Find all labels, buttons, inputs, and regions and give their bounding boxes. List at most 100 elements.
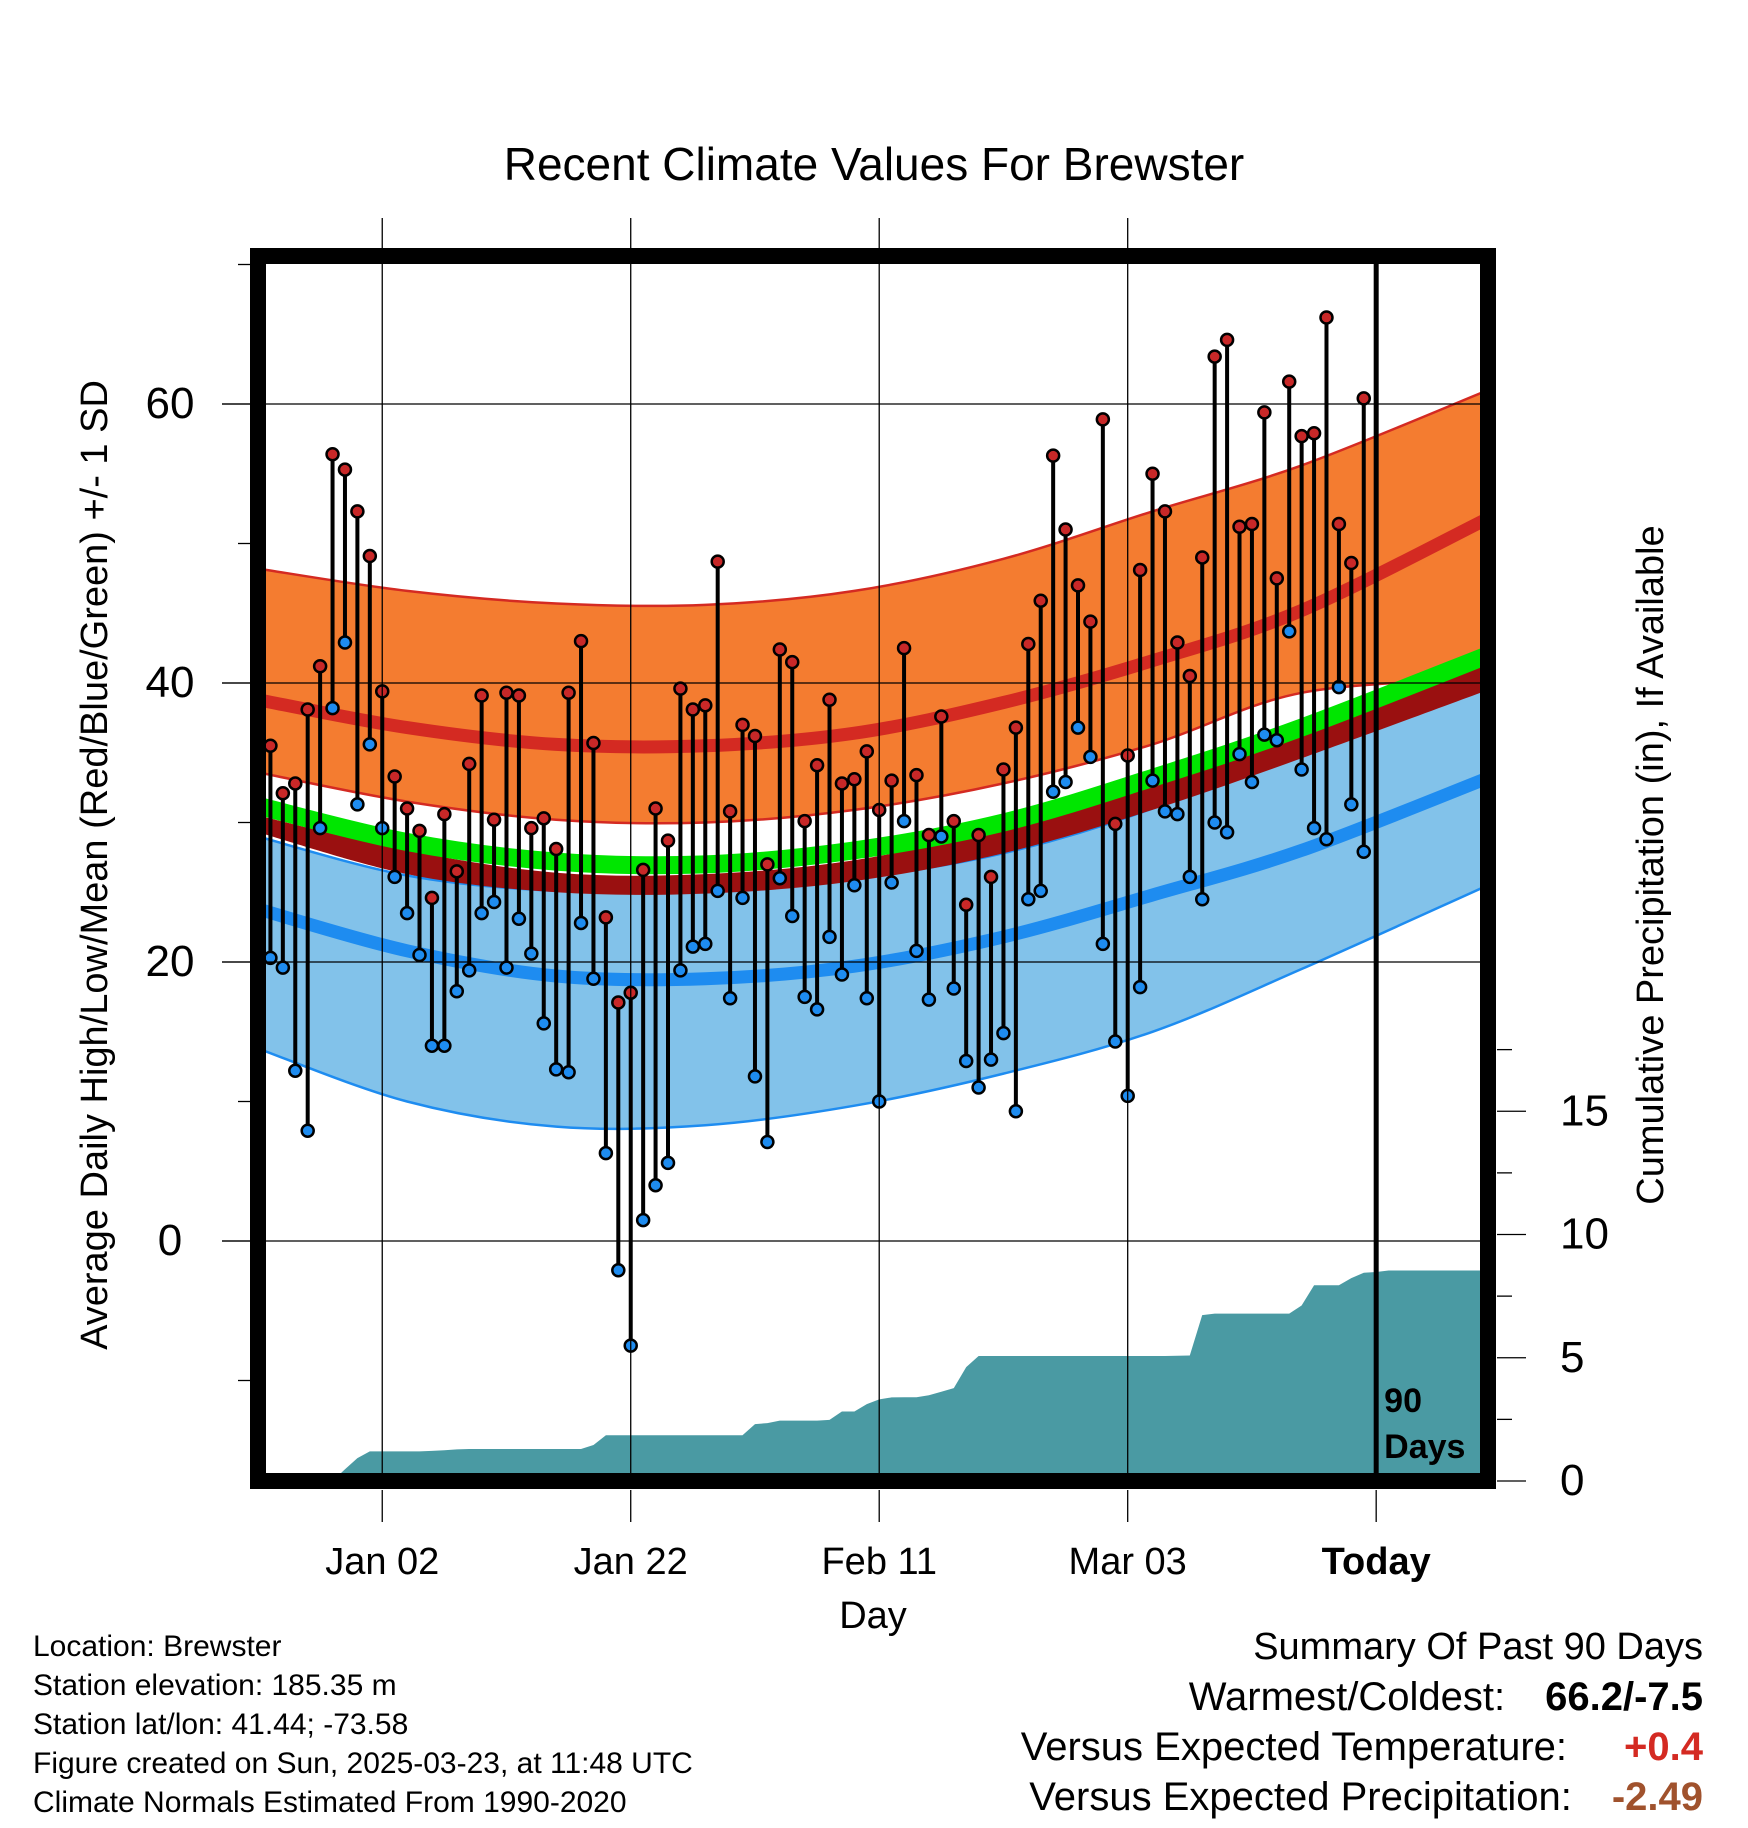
observed-low-point [350,797,365,812]
observed-high-point [834,776,850,791]
observed-low-point [896,813,912,829]
observed-low-point [735,890,750,906]
y-tick-label: 60 [146,379,195,428]
plot-content [258,310,1488,1481]
observed-high-point [1095,412,1111,427]
observed-high-point [586,735,601,751]
observed-low-point [797,989,812,1005]
observed-high-point [1157,504,1173,519]
observed-low-point [300,1123,315,1139]
observed-low-point [1269,732,1285,748]
observed-low-point [772,871,788,886]
observed-high-point [921,827,937,843]
x-tick-label: Jan 02 [325,1541,439,1583]
observed-low-point [399,905,415,921]
observed-high-point [337,462,353,477]
observed-low-point [461,963,477,978]
observed-high-point [399,801,415,816]
observed-high-point [412,823,427,839]
observed-low-point [1257,727,1272,742]
observed-high-point [660,833,676,848]
observed-high-point [1306,426,1322,441]
observed-low-point [635,1212,651,1228]
observed-high-point [722,804,738,819]
observed-low-point [312,820,328,836]
observed-low-point [1070,720,1086,735]
observed-high-point [958,897,974,913]
observed-high-point [1356,391,1372,406]
observed-low-point [1319,831,1334,847]
cumulative-precipitation-area [258,1270,1488,1481]
summary-row-warmest-coldest: Warmest/Coldest: 66.2/-7.5 [1021,1672,1703,1722]
observed-high-point [524,820,539,836]
observed-high-point [1170,635,1185,650]
observed-low-point [1219,825,1235,840]
observed-low-point [548,1062,564,1077]
y-tick-label: 40 [146,658,195,707]
observed-low-point [1194,891,1210,907]
observed-high-point [685,702,701,717]
observed-low-point [337,635,353,650]
observed-low-point [288,1063,303,1079]
observed-high-point [1319,310,1334,325]
precipitation-anomaly-label: Versus Expected Precipitation: [1029,1775,1572,1819]
latlon-text: Station lat/lon: 41.44; -73.58 [33,1708,409,1741]
observed-high-point [499,685,514,701]
observed-high-point [437,806,452,822]
observed-low-point [822,929,837,945]
observed-low-point [760,1134,775,1150]
observed-low-point [586,971,601,986]
observed-low-point [1306,820,1322,836]
observed-high-point [1331,516,1347,532]
observed-low-point [437,1038,452,1053]
warmest-coldest-label: Warmest/Coldest: [1188,1675,1506,1719]
y2-tick-label: 5 [1560,1333,1584,1382]
x-axis-label: Day [839,1595,907,1637]
y-tick-label: 20 [146,937,195,986]
observed-high-point [275,785,291,801]
observed-high-point [1257,405,1272,420]
observed-low-point [1132,979,1148,995]
observed-low-point [1244,774,1260,790]
window-label-days: Days [1384,1428,1465,1466]
temperature-anomaly-value: +0.4 [1624,1725,1703,1769]
observed-low-point [1033,883,1048,899]
y-axis-label: Average Daily High/Low/Mean (Red/Blue/Gr… [74,380,116,1350]
observed-low-point [921,992,937,1007]
observed-high-point [1108,816,1123,832]
observed-high-point [536,811,552,826]
observed-low-point [275,960,291,975]
observed-low-point [1344,797,1359,812]
observed-high-point [1182,668,1198,684]
y2-tick-label: 0 [1560,1456,1584,1505]
observed-high-point [424,890,440,906]
observed-high-point [635,862,651,878]
x-tick-label: Mar 03 [1069,1541,1187,1583]
observed-high-point [1033,593,1048,608]
observed-high-point [1244,516,1260,532]
observed-low-point [834,967,850,982]
observed-high-point [548,841,564,857]
observed-high-point [1281,374,1297,389]
observed-low-point [1170,806,1185,822]
observed-high-point [598,910,614,925]
observed-high-point [1132,562,1148,578]
observed-low-point [412,947,427,963]
observed-low-point [573,915,589,931]
observed-low-point [1045,784,1061,800]
observed-high-point [760,857,775,872]
observed-high-point [822,692,837,707]
observed-high-point [387,769,402,784]
observed-low-point [958,1053,974,1069]
observed-markers [258,310,1372,1353]
observed-low-point [1356,844,1372,860]
observed-high-point [971,827,986,843]
observed-low-point [971,1080,986,1095]
observed-high-point [350,504,365,519]
summary-panel: Summary Of Past 90 Days Warmest/Coldest:… [1021,1622,1703,1822]
observed-high-point [1083,614,1098,629]
observed-high-point [362,548,378,564]
observed-high-point [648,801,663,816]
observed-low-point [1095,936,1111,952]
observed-low-point [1083,749,1098,765]
